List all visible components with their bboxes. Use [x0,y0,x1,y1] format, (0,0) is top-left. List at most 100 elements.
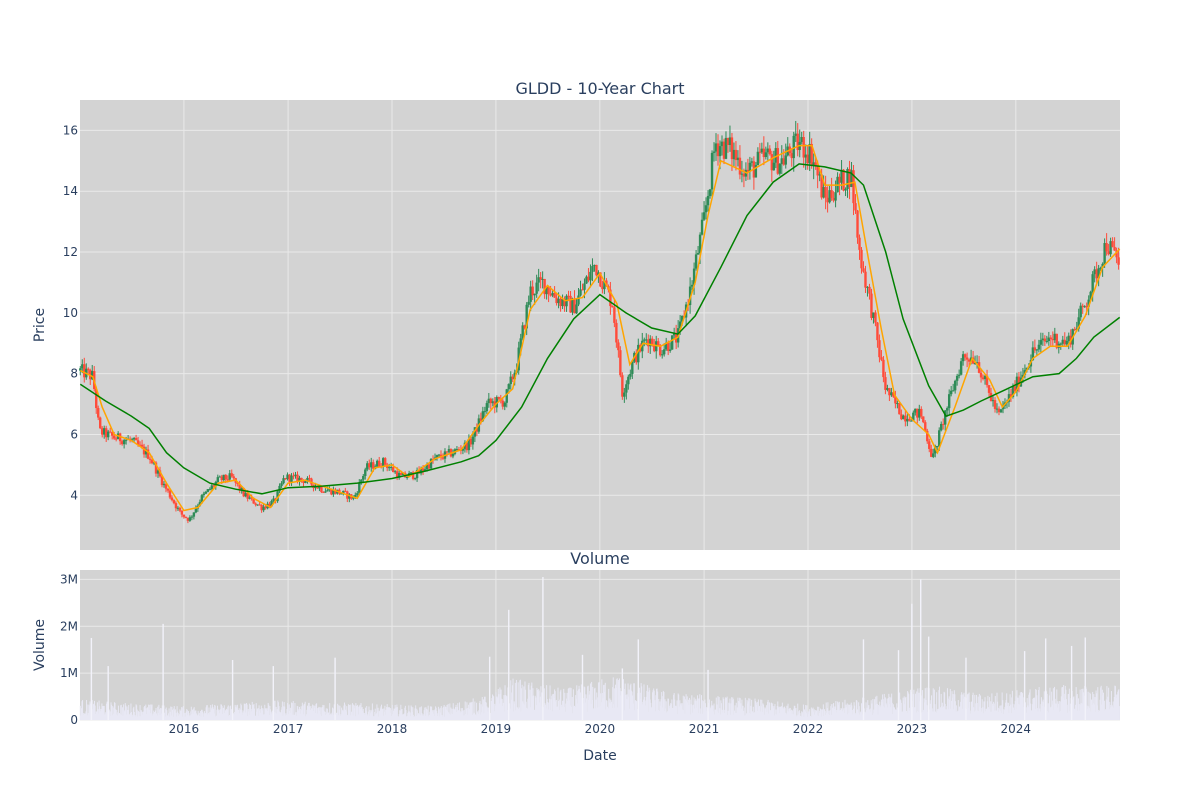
candle-body-323 [722,141,726,159]
volume-bar-1210 [768,702,770,720]
volume-bar-584 [412,707,414,720]
volume-bar-1526 [948,696,950,720]
volume-bar-800 [535,697,537,720]
candle-body-505 [1085,306,1088,308]
volume-bar-349 [278,706,280,720]
volume-bar-706 [481,697,483,720]
volume-bar-1214 [771,702,773,720]
candle-body-516 [1107,251,1110,255]
volume-bar-1793 [1100,685,1102,720]
volume-bar-429 [324,711,326,720]
volume-bar-917 [601,693,603,720]
volume-bar-655 [452,703,454,720]
volume-bar-923 [605,709,607,720]
volume-bar-897 [590,703,592,720]
volume-bar-484 [355,703,357,720]
volume-bar-946 [618,681,620,720]
volume-bar-593 [417,714,419,720]
candle-body-138 [354,494,357,498]
candle-body-157 [391,466,395,473]
candle-body-268 [613,307,616,323]
volume-bar-1116 [715,709,717,720]
candle-body-27 [132,438,136,440]
volume-bar-1133 [724,697,726,720]
candle-body-407 [890,392,893,396]
volume-bar-200 [193,707,195,720]
volume-bar-193 [189,715,191,720]
candle-body-70 [218,476,221,478]
volume-bar-423 [320,707,322,720]
volume-bar-1131 [723,709,725,720]
volume-bar-524 [378,716,380,720]
volume-bar-1812 [1111,706,1113,720]
volume-bar-1683 [1038,690,1040,720]
volume-bar-1389 [870,700,872,720]
volume-bar-1028 [665,708,667,720]
volume-spike-15 [911,603,913,720]
volume-bar-1128 [722,712,724,720]
volume-bar-1687 [1040,704,1042,720]
volume-bar-63 [115,714,117,720]
volume-bar-1613 [998,707,1000,720]
volume-bar-1632 [1009,706,1011,720]
volume-bar-1642 [1014,700,1016,720]
price-y-tick-label-16: 16 [63,123,78,137]
volume-bar-1758 [1080,703,1082,720]
volume-bar-523 [377,707,379,720]
volume-bar-1105 [708,699,710,720]
candle-body-283 [643,339,646,341]
volume-bar-1730 [1064,685,1066,720]
candle-body-310 [696,253,700,255]
volume-bar-1327 [835,701,837,720]
candle-body-365 [806,154,809,164]
volume-bar-1290 [814,714,816,720]
volume-bar-1474 [919,701,921,720]
volume-bar-602 [422,714,424,720]
volume-bar-1367 [858,702,860,720]
candle-body-435 [945,408,949,411]
volume-bar-573 [406,716,408,720]
volume-bar-1073 [690,704,692,720]
volume-bar-1226 [777,707,779,720]
volume-bar-1644 [1015,709,1017,720]
candle-body-466 [1007,394,1011,402]
volume-bar-218 [203,711,205,720]
volume-bar-1197 [761,699,763,720]
volume-bar-1009 [654,700,656,720]
volume-bar-773 [519,679,521,720]
candle-body-413 [902,415,905,420]
volume-bar-508 [369,715,371,720]
volume-bar-762 [513,701,515,720]
volume-bar-1297 [818,706,820,720]
volume-bar-1086 [698,698,700,720]
volume-bar-1666 [1028,694,1030,720]
volume-bar-279 [238,708,240,720]
candle-body-352 [780,158,783,164]
volume-bar-824 [548,698,550,720]
volume-bar-1419 [887,698,889,720]
candle-body-26 [130,439,134,441]
candle-body-206 [489,398,493,404]
volume-bar-928 [608,688,610,720]
volume-bar-1524 [947,698,949,720]
volume-bar-582 [411,706,413,720]
volume-bar-1090 [700,708,702,720]
volume-bar-252 [223,707,225,720]
volume-bar-1262 [798,711,800,720]
candle-body-405 [886,388,889,390]
volume-bar-654 [452,713,454,720]
volume-bar-535 [384,705,386,720]
candle-body-462 [999,409,1003,413]
volume-bar-1042 [673,694,675,720]
volume-bar-470 [347,714,349,720]
volume-bar-397 [305,714,307,720]
candle-body-153 [383,458,387,465]
candle-body-359 [794,133,797,136]
volume-bar-422 [320,714,322,720]
candle-body-377 [830,190,833,198]
volume-bar-1329 [836,709,838,720]
volume-bar-1701 [1048,712,1050,720]
volume-bar-1114 [714,714,716,720]
candle-body-222 [521,325,524,339]
candle-body-372 [820,174,823,198]
